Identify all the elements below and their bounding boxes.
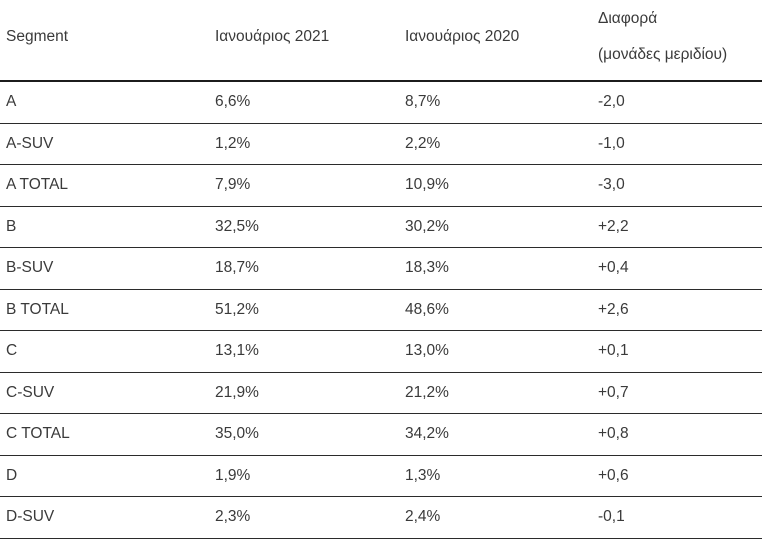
value-cell: 13,1% [209, 330, 399, 373]
segment-cell: B TOTAL [0, 289, 209, 331]
column-header-segment: Segment [0, 0, 209, 82]
value-cell: +0,4 [592, 247, 762, 290]
column-header-january-2020: Ιανουάριος 2020 [399, 0, 592, 82]
value-cell: -2,0 [592, 81, 762, 124]
value-cell: 34,2% [399, 413, 592, 456]
table-row: A 6,6% 8,7% -2,0 [0, 81, 762, 124]
value-cell: 2,3% [209, 496, 399, 539]
column-header-january-2021: Ιανουάριος 2021 [209, 0, 399, 82]
table-row: A TOTAL 7,9% 10,9% -3,0 [0, 164, 762, 207]
header-row: Segment Ιανουάριος 2021 Ιανουάριος 2020 … [0, 0, 762, 82]
value-cell: 21,9% [209, 372, 399, 414]
segment-cell: A TOTAL [0, 164, 209, 207]
value-cell: +0,8 [592, 413, 762, 456]
segment-cell: C [0, 330, 209, 373]
column-header-difference-line1: Διαφορά [598, 10, 658, 27]
value-cell: +0,6 [592, 455, 762, 497]
segment-cell: A-SUV [0, 123, 209, 165]
value-cell: 1,3% [399, 455, 592, 497]
column-header-difference-line2: (μονάδες μεριδίου) [598, 46, 728, 63]
segment-cell: D-SUV [0, 496, 209, 539]
value-cell: 1,9% [209, 455, 399, 497]
column-header-difference: Διαφορά (μονάδες μεριδίου) [592, 0, 762, 82]
table-row: C-SUV 21,9% 21,2% +0,7 [0, 372, 762, 414]
value-cell: +2,2 [592, 206, 762, 248]
table-row: D-SUV 2,3% 2,4% -0,1 [0, 496, 762, 539]
value-cell: 18,3% [399, 247, 592, 290]
value-cell: 18,7% [209, 247, 399, 290]
value-cell: 13,0% [399, 330, 592, 373]
table-row: A-SUV 1,2% 2,2% -1,0 [0, 123, 762, 165]
segment-cell: C TOTAL [0, 413, 209, 456]
value-cell: 1,2% [209, 123, 399, 165]
table-row: B-SUV 18,7% 18,3% +0,4 [0, 247, 762, 290]
value-cell: 2,4% [399, 496, 592, 539]
table-row: B TOTAL 51,2% 48,6% +2,6 [0, 289, 762, 331]
value-cell: -0,1 [592, 496, 762, 539]
value-cell: 10,9% [399, 164, 592, 207]
segment-cell: A [0, 81, 209, 124]
segment-cell: B [0, 206, 209, 248]
value-cell: 30,2% [399, 206, 592, 248]
value-cell: 7,9% [209, 164, 399, 207]
value-cell: 6,6% [209, 81, 399, 124]
segment-cell: D [0, 455, 209, 497]
segment-cell: B-SUV [0, 247, 209, 290]
value-cell: 35,0% [209, 413, 399, 456]
table-header: Segment Ιανουάριος 2021 Ιανουάριος 2020 … [0, 0, 762, 82]
value-cell: -1,0 [592, 123, 762, 165]
value-cell: +2,6 [592, 289, 762, 331]
table-row: D 1,9% 1,3% +0,6 [0, 455, 762, 497]
table-row: B 32,5% 30,2% +2,2 [0, 206, 762, 248]
value-cell: 2,2% [399, 123, 592, 165]
table-row: C TOTAL 35,0% 34,2% +0,8 [0, 413, 762, 456]
value-cell: 8,7% [399, 81, 592, 124]
value-cell: -3,0 [592, 164, 762, 207]
segment-cell: C-SUV [0, 372, 209, 414]
value-cell: 21,2% [399, 372, 592, 414]
value-cell: +0,7 [592, 372, 762, 414]
value-cell: +0,1 [592, 330, 762, 373]
value-cell: 48,6% [399, 289, 592, 331]
table-row: C 13,1% 13,0% +0,1 [0, 330, 762, 373]
value-cell: 51,2% [209, 289, 399, 331]
value-cell: 32,5% [209, 206, 399, 248]
table-body: A 6,6% 8,7% -2,0 A-SUV 1,2% 2,2% -1,0 A TOTAL 7,9… [0, 81, 762, 539]
